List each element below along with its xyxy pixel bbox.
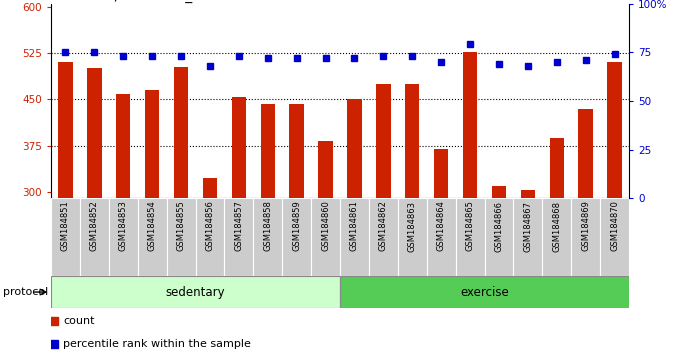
Text: GSM184866: GSM184866 (494, 201, 503, 252)
Text: GSM184853: GSM184853 (119, 201, 128, 251)
Bar (87, 68, 101, 198)
Text: protocol: protocol (3, 287, 49, 297)
Bar (376, 84, 390, 198)
Bar (51, 276, 340, 308)
Bar (145, 90, 159, 198)
Bar (521, 190, 535, 198)
Bar (571, 198, 600, 276)
Bar (492, 186, 506, 198)
Bar (253, 198, 282, 276)
Bar (260, 104, 275, 198)
Bar (579, 109, 593, 198)
Text: GSM184854: GSM184854 (148, 201, 156, 251)
Text: GSM184857: GSM184857 (235, 201, 243, 251)
Bar (456, 198, 484, 276)
Bar (600, 198, 629, 276)
Bar (167, 198, 196, 276)
Bar (196, 198, 224, 276)
Bar (607, 62, 622, 198)
Bar (311, 198, 340, 276)
Text: GSM184862: GSM184862 (379, 201, 388, 251)
Text: GSM184861: GSM184861 (350, 201, 359, 251)
Bar (543, 198, 571, 276)
Text: exercise: exercise (460, 286, 509, 298)
Text: GSM184865: GSM184865 (466, 201, 475, 251)
Bar (347, 99, 362, 198)
Bar (434, 149, 448, 198)
Bar (549, 138, 564, 198)
Bar (398, 198, 427, 276)
Bar (80, 198, 109, 276)
Text: GSM184869: GSM184869 (581, 201, 590, 251)
Bar (340, 276, 629, 308)
Bar (290, 104, 304, 198)
Bar (58, 62, 73, 198)
Bar (405, 84, 420, 198)
Bar (232, 97, 246, 198)
Text: GSM184856: GSM184856 (205, 201, 214, 251)
Text: GSM184860: GSM184860 (321, 201, 330, 251)
Text: GSM184863: GSM184863 (408, 201, 417, 252)
Bar (463, 52, 477, 198)
Bar (137, 198, 167, 276)
Bar (513, 198, 543, 276)
Bar (340, 198, 369, 276)
Bar (484, 198, 513, 276)
Text: GSM184851: GSM184851 (61, 201, 70, 251)
Text: GSM184868: GSM184868 (552, 201, 561, 252)
Bar (224, 198, 254, 276)
Text: GSM184852: GSM184852 (90, 201, 99, 251)
Bar (116, 95, 131, 198)
Text: GSM184859: GSM184859 (292, 201, 301, 251)
Text: GSM184867: GSM184867 (524, 201, 532, 252)
Bar (282, 198, 311, 276)
Text: percentile rank within the sample: percentile rank within the sample (63, 339, 251, 349)
Text: GSM184858: GSM184858 (263, 201, 272, 251)
Bar (109, 198, 137, 276)
Text: sedentary: sedentary (166, 286, 225, 298)
Text: GSM184855: GSM184855 (177, 201, 186, 251)
Bar (318, 141, 333, 198)
Bar (427, 198, 456, 276)
Text: GSM184870: GSM184870 (610, 201, 619, 251)
Text: GDS3134 / 1372538_at: GDS3134 / 1372538_at (45, 0, 207, 2)
Text: GSM184864: GSM184864 (437, 201, 445, 251)
Bar (174, 67, 188, 198)
Bar (369, 198, 398, 276)
Text: count: count (63, 316, 95, 326)
Bar (203, 178, 217, 198)
Bar (51, 198, 80, 276)
